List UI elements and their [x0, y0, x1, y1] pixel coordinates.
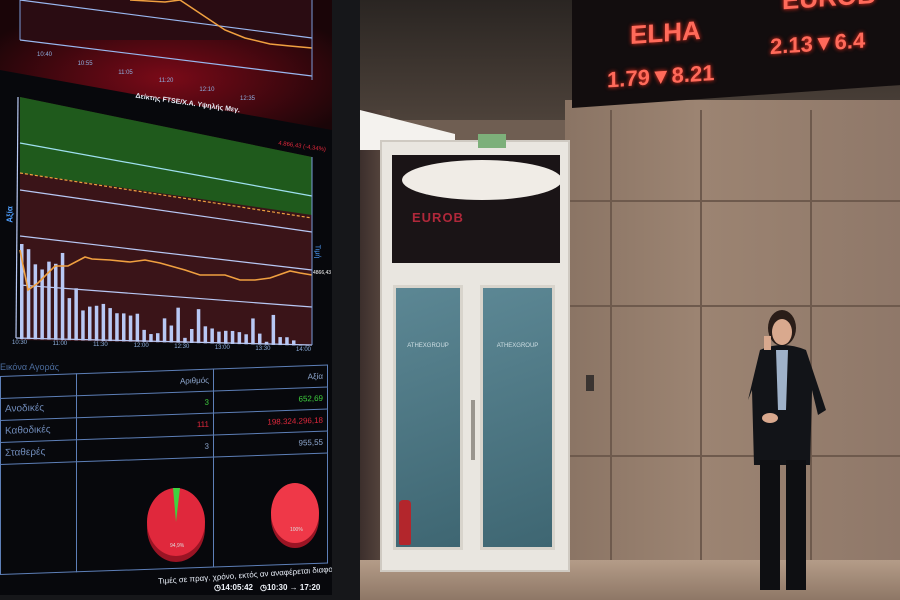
axis-tick: 13:00 [214, 345, 230, 351]
volume-bar [244, 334, 248, 345]
volume-bar [81, 310, 85, 341]
door-handle[interactable] [471, 400, 475, 460]
volume-bar [237, 332, 242, 345]
transom-window: EUROB [392, 155, 560, 263]
woman-on-phone [748, 310, 826, 590]
volume-bar [271, 314, 276, 345]
volume-bar [26, 249, 31, 340]
volume-bar [230, 330, 235, 344]
volume-bar [122, 313, 126, 342]
axis-tick: 11:30 [93, 342, 108, 348]
market-table-title: Εικόνα Αγοράς [0, 362, 60, 372]
volume-bar [210, 328, 214, 344]
volume-bar [203, 326, 208, 344]
down-triangle-icon: ▼ [649, 63, 672, 90]
volume-bar [60, 252, 65, 340]
footer-clock: ◷14:05:42 [214, 583, 254, 592]
pie-label: 100% [290, 527, 303, 533]
wall-seam [810, 110, 812, 600]
session-icon: ◷ [260, 583, 267, 592]
volume-bar [264, 341, 269, 345]
volume-bar [217, 331, 221, 344]
down-triangle-icon: ▼ [812, 29, 835, 57]
axis-tick: 13:30 [255, 346, 271, 352]
volume-bar [251, 318, 255, 345]
index-chart [15, 96, 313, 346]
volume-bar [176, 307, 180, 343]
ticker-reflection: EUROB [412, 210, 464, 225]
left-axis-label: Αξία [5, 206, 15, 223]
volume-bar [169, 325, 174, 343]
volume-bar [183, 337, 187, 343]
axis-tick: 12:35 [240, 96, 256, 102]
market-display-screen: Δείκτης FTSE/Χ.Α. Υψηλής Μεγ. 4.866,43 (… [0, 0, 332, 595]
price-line [19, 249, 313, 292]
wall-seam [565, 305, 900, 307]
exit-sign [478, 134, 506, 148]
volume-bar [224, 330, 228, 344]
volume-bars [20, 244, 310, 346]
volume-bar [33, 264, 38, 340]
axis-tick: 14:00 [296, 347, 312, 353]
volume-bar [47, 261, 51, 340]
axis-tick: 12:00 [133, 343, 149, 349]
wall-seam [700, 110, 702, 600]
wall-switch [586, 375, 594, 391]
footer-session: ◷10:30 → 17:20 [260, 583, 321, 592]
ticker-symbol: ELHA [630, 14, 701, 50]
right-axis-label: Τιμή [313, 244, 321, 259]
volume-bar [258, 333, 262, 345]
volume-bar [40, 269, 44, 340]
volume-bar [101, 303, 106, 341]
axis-tick: 12:10 [199, 87, 215, 94]
wall-seam [610, 110, 612, 600]
intraday-chart-top [0, 0, 332, 130]
last-value: 4866,43 [313, 270, 332, 276]
volume-bar [128, 315, 133, 342]
door-logo: ATHEXGROUP [407, 343, 449, 349]
volume-bar [67, 298, 72, 341]
volume-bar [94, 305, 99, 341]
volume-bar [142, 329, 146, 342]
volume-bar [20, 244, 24, 339]
axis-tick: 10:30 [12, 340, 28, 346]
axis-tick: 10:55 [77, 60, 93, 67]
volume-bar [162, 318, 167, 343]
charts [0, 0, 332, 346]
door-glass-right: ATHEXGROUP [480, 285, 555, 550]
tiled-wall [565, 100, 900, 600]
lamp-reflection [402, 160, 560, 200]
pie-charts [147, 483, 319, 562]
ticker-price: 2.13▼6.4 [770, 27, 866, 60]
door-logo: ATHEXGROUP [496, 343, 539, 349]
clock-icon: ◷ [214, 583, 221, 592]
pie-value [271, 483, 319, 543]
axis-tick: 11:00 [52, 341, 68, 347]
volume-bar [74, 288, 78, 341]
axis-tick: 12:30 [174, 344, 190, 350]
volume-bar [88, 306, 92, 341]
axis-tick: 11:05 [118, 69, 133, 76]
volume-bar [135, 313, 140, 342]
wall-seam [565, 455, 900, 457]
ticker-symbol: EUROB [782, 0, 876, 16]
volume-bar [115, 313, 119, 342]
volume-bar [108, 308, 112, 342]
axis-tick: 11:20 [158, 78, 174, 85]
wall-seam [565, 200, 900, 202]
volume-bar [149, 334, 153, 343]
fire-extinguisher [399, 500, 411, 545]
volume-bar [156, 333, 160, 343]
volume-bar [196, 309, 201, 344]
volume-bar [190, 329, 194, 343]
volume-bar [285, 337, 289, 346]
volume-bar [54, 263, 58, 340]
pie-label: 94,9% [170, 543, 185, 549]
volume-bar [278, 337, 282, 346]
volume-bar [292, 340, 296, 346]
ticker-price: 1.79▼8.21 [607, 60, 715, 93]
axis-tick: 10:40 [37, 52, 53, 58]
